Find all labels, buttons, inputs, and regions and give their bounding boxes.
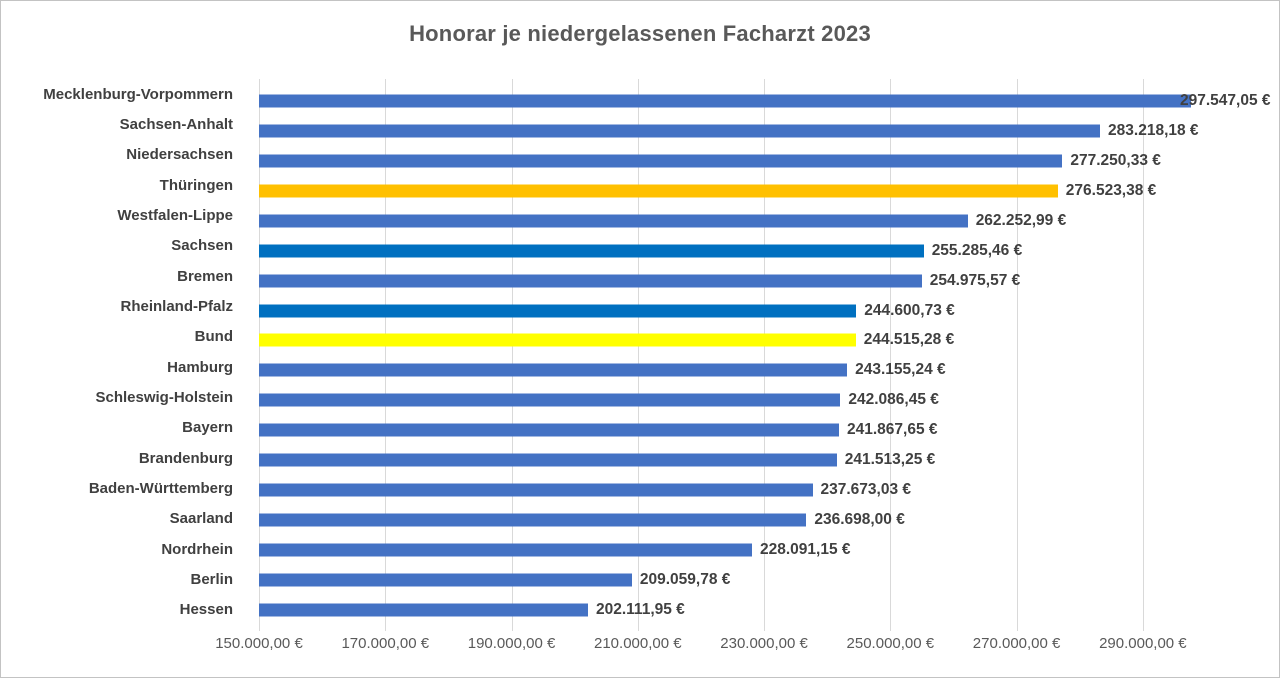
bar-row: 297.547,05 € xyxy=(259,86,1271,116)
gridline xyxy=(890,79,892,631)
category-label: Nordrhein xyxy=(161,540,233,558)
value-axis: 150.000,00 € 170.000,00 € 190.000,00 € 210.… xyxy=(215,635,1206,659)
value-label: 254.975,57 € xyxy=(929,271,1021,289)
bar-row: 202.111,95 € xyxy=(259,595,1206,625)
plot-area: 297.547,05 € 283.218,18 € 277.250,33 € 276.… xyxy=(259,79,1271,631)
category-label: Hamburg xyxy=(167,358,233,376)
bar xyxy=(259,304,857,318)
category-label: Brandenburg xyxy=(138,449,233,467)
gridline xyxy=(1142,79,1144,631)
bar xyxy=(259,94,1191,108)
value-label: 242.086,45 € xyxy=(848,391,939,409)
bar-row: 209.059,78 € xyxy=(259,565,1206,595)
x-tick-label: 190.000,00 € xyxy=(467,635,556,652)
x-tick-label: 270.000,00 € xyxy=(972,635,1061,652)
bar-row: 277.250,33 € xyxy=(259,146,1206,176)
bar-row: 244.600,73 € xyxy=(259,296,1206,326)
value-label: 244.515,28 € xyxy=(863,331,955,349)
bar xyxy=(259,124,1101,138)
bar xyxy=(259,274,922,288)
gridline xyxy=(764,79,766,631)
bar xyxy=(259,483,813,497)
category-label: Bund xyxy=(194,328,233,346)
bar-row: 243.155,24 € xyxy=(259,355,1206,385)
value-label: 262.252,99 € xyxy=(975,211,1067,229)
value-label: 277.250,33 € xyxy=(1070,151,1161,169)
bar xyxy=(259,513,807,527)
value-label: 241.513,25 € xyxy=(844,451,936,469)
category-label: Baden-Württemberg xyxy=(88,479,233,497)
bar-row: 237.673,03 € xyxy=(259,475,1206,505)
bar-row: 242.086,45 € xyxy=(259,385,1206,415)
value-label: 228.091,15 € xyxy=(760,541,851,559)
bar xyxy=(259,423,839,437)
x-tick-label: 230.000,00 € xyxy=(720,635,808,652)
x-tick-label: 290.000,00 € xyxy=(1099,635,1187,652)
bar xyxy=(259,543,752,557)
category-label: Bayern xyxy=(182,419,233,437)
bar xyxy=(259,573,632,587)
bar xyxy=(259,333,856,347)
chart-title: Honorar je niedergelassenen Facharzt 202… xyxy=(409,21,871,46)
category-label: Westfalen-Lippe xyxy=(117,206,233,224)
bar xyxy=(259,154,1063,168)
value-label: 202.111,95 € xyxy=(596,600,685,618)
value-label: 237.673,03 € xyxy=(820,481,912,499)
bar-row: 262.252,99 € xyxy=(259,206,1206,236)
bar-row: 228.091,15 € xyxy=(259,535,1206,565)
category-label: Thüringen xyxy=(159,176,233,194)
category-label: Rheinland-Pfalz xyxy=(120,297,233,315)
gridline xyxy=(511,79,513,631)
value-label: 297.547,05 € xyxy=(1180,91,1271,109)
bar-row: 255.285,46 € xyxy=(259,236,1206,266)
category-label: Niedersachsen xyxy=(126,146,233,164)
value-label: 283.218,18 € xyxy=(1108,121,1199,139)
gridline xyxy=(385,79,387,631)
bar-row: 283.218,18 € xyxy=(259,116,1206,146)
category-axis: Mecklenburg-Vorpommern Sachsen-Anhalt Nied… xyxy=(1,79,246,625)
category-label: Berlin xyxy=(190,570,233,588)
x-tick-label: 210.000,00 € xyxy=(594,635,682,652)
bar xyxy=(259,244,924,258)
bar-rows: 297.547,05 € 283.218,18 € 277.250,33 € 276.… xyxy=(259,86,1271,625)
category-label: Bremen xyxy=(177,267,233,285)
bar xyxy=(259,393,841,407)
category-label: Sachsen xyxy=(171,237,233,255)
x-tick-label: 250.000,00 € xyxy=(846,635,935,652)
bar-row: 254.975,57 € xyxy=(259,266,1206,296)
bar xyxy=(259,453,837,467)
bar xyxy=(259,603,588,617)
value-label: 255.285,46 € xyxy=(931,241,1023,259)
category-label: Saarland xyxy=(169,510,233,528)
category-label: Mecklenburg-Vorpommern xyxy=(43,85,233,103)
gridline xyxy=(259,79,260,631)
value-label: 209.059,78 € xyxy=(639,570,731,588)
x-tick-label: 150.000,00 € xyxy=(215,635,303,652)
bar-row: 244.515,28 € xyxy=(259,326,1206,356)
value-label: 241.867,65 € xyxy=(846,421,938,439)
gridline xyxy=(1016,79,1018,631)
category-label: Hessen xyxy=(179,601,233,619)
bar xyxy=(259,214,968,228)
x-tick-label: 170.000,00 € xyxy=(341,635,430,652)
bar xyxy=(259,184,1058,198)
value-label: 276.523,38 € xyxy=(1065,181,1157,199)
value-label: 244.600,73 € xyxy=(864,301,955,319)
value-label: 243.155,24 € xyxy=(855,361,946,379)
bar-row: 241.513,25 € xyxy=(259,445,1206,475)
bar-row: 236.698,00 € xyxy=(259,505,1206,535)
bar xyxy=(259,363,848,377)
gridline xyxy=(637,79,639,631)
bar-row: 276.523,38 € xyxy=(259,176,1206,206)
bar-row: 241.867,65 € xyxy=(259,415,1206,445)
value-label: 236.698,00 € xyxy=(814,511,905,529)
category-label: Sachsen-Anhalt xyxy=(119,115,233,133)
category-label: Schleswig-Holstein xyxy=(95,388,233,406)
